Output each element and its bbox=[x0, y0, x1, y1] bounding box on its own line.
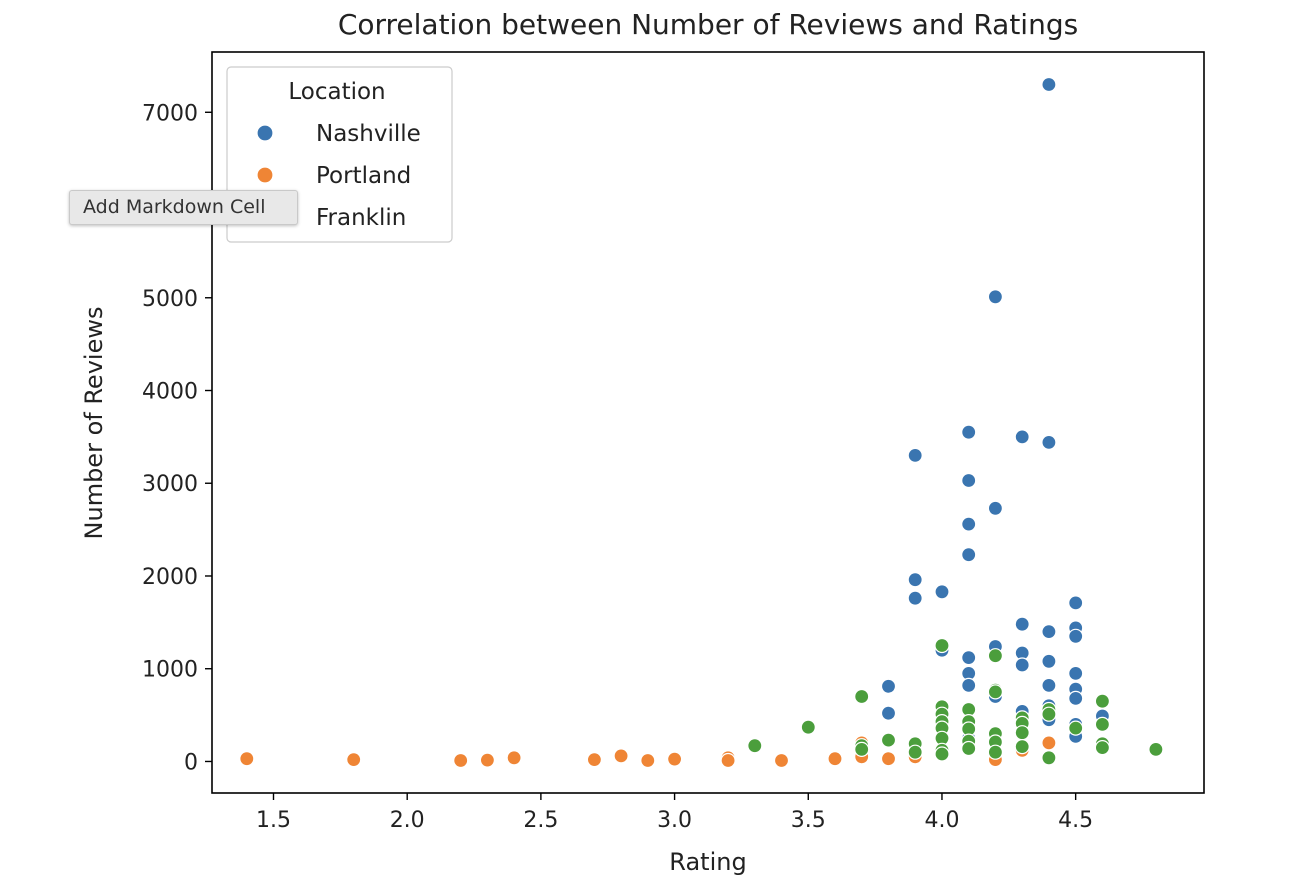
portland-point bbox=[773, 752, 790, 769]
franklin-point bbox=[1041, 750, 1057, 766]
nashville-point bbox=[1041, 677, 1057, 694]
nashville-point bbox=[907, 572, 923, 588]
y-tick-label: 2000 bbox=[142, 565, 198, 590]
data-points bbox=[239, 76, 1164, 769]
nashville-point bbox=[961, 547, 977, 563]
legend-entries: Nashville Portland Franklin bbox=[256, 121, 421, 231]
portland-point bbox=[479, 752, 495, 768]
franklin-point bbox=[1148, 741, 1164, 758]
portland-point bbox=[640, 752, 656, 769]
portland-point bbox=[613, 748, 629, 764]
franklin-point bbox=[934, 637, 950, 654]
y-tick-label: 7000 bbox=[142, 101, 198, 126]
nashville-point bbox=[934, 584, 950, 600]
nashville-point bbox=[961, 677, 977, 694]
franklin-point bbox=[987, 744, 1004, 760]
portland-point bbox=[239, 751, 255, 767]
x-tick-label: 2.0 bbox=[390, 808, 425, 833]
franklin-point bbox=[1094, 716, 1111, 733]
axes-frame bbox=[211, 51, 1205, 794]
nashville-point bbox=[1068, 628, 1084, 644]
nashville-point bbox=[880, 705, 897, 721]
portland-point bbox=[827, 751, 843, 767]
franklin-point bbox=[987, 684, 1004, 700]
y-tick-label: 0 bbox=[184, 750, 198, 775]
legend-title: Location bbox=[288, 79, 385, 105]
legend-marker bbox=[256, 124, 274, 142]
franklin-point bbox=[854, 741, 870, 758]
y-tick-label: 3000 bbox=[142, 472, 198, 497]
nashville-point bbox=[880, 678, 897, 694]
franklin-point bbox=[961, 740, 977, 757]
nashville-point bbox=[961, 472, 977, 489]
franklin-point bbox=[1041, 706, 1057, 722]
franklin-point bbox=[800, 719, 816, 735]
x-tick-label: 2.5 bbox=[523, 808, 558, 833]
y-axis-label: Number of Reviews bbox=[80, 307, 108, 540]
nashville-point bbox=[907, 590, 923, 606]
portland-point bbox=[880, 751, 897, 767]
portland-point bbox=[453, 752, 469, 769]
nashville-point bbox=[987, 500, 1004, 516]
x-axis-label: Rating bbox=[669, 848, 746, 876]
nashville-point bbox=[1068, 665, 1084, 682]
portland-point bbox=[666, 751, 683, 767]
franklin-point bbox=[1014, 725, 1030, 741]
nashville-point bbox=[961, 516, 977, 532]
x-tick-label: 4.0 bbox=[924, 808, 959, 833]
franklin-point bbox=[880, 732, 897, 748]
portland-point bbox=[586, 751, 603, 768]
nashville-point bbox=[1014, 616, 1030, 632]
portland-point bbox=[506, 750, 522, 766]
franklin-point bbox=[747, 738, 763, 754]
x-tick-label: 3.0 bbox=[657, 808, 692, 833]
x-axis: 1.5 2.0 2.5 3.0 3.5 4.0 4.5 bbox=[256, 793, 1093, 833]
nashville-point bbox=[1014, 429, 1030, 445]
x-tick-label: 4.5 bbox=[1058, 808, 1093, 833]
portland-point bbox=[346, 751, 362, 768]
add-markdown-cell-tooltip: Add Markdown Cell bbox=[69, 190, 298, 225]
nashville-point bbox=[961, 649, 977, 666]
franklin-point bbox=[1094, 693, 1111, 709]
nashville-point bbox=[1041, 434, 1057, 450]
legend-label: Franklin bbox=[316, 205, 406, 231]
franklin-point bbox=[1094, 739, 1111, 756]
nashville-point bbox=[987, 289, 1004, 305]
nashville-point bbox=[907, 447, 923, 463]
x-tick-label: 3.5 bbox=[791, 808, 826, 833]
nashville-point bbox=[1041, 623, 1057, 640]
nashville-point bbox=[1041, 76, 1057, 93]
nashville-point bbox=[1068, 595, 1084, 611]
franklin-point bbox=[987, 648, 1004, 664]
franklin-point bbox=[854, 688, 870, 705]
nashville-point bbox=[1068, 690, 1084, 707]
legend-label: Nashville bbox=[316, 121, 421, 147]
nashville-point bbox=[1041, 653, 1057, 669]
y-tick-label: 1000 bbox=[142, 658, 198, 683]
portland-point bbox=[1041, 735, 1057, 751]
franklin-point bbox=[934, 746, 950, 762]
x-tick-label: 1.5 bbox=[256, 808, 291, 833]
franklin-point bbox=[907, 744, 923, 760]
legend-marker bbox=[256, 166, 274, 184]
nashville-point bbox=[961, 424, 977, 440]
portland-point bbox=[720, 752, 736, 769]
franklin-point bbox=[1068, 720, 1084, 736]
franklin-point bbox=[1014, 738, 1030, 755]
legend-label: Portland bbox=[316, 163, 411, 189]
chart-title: Correlation between Number of Reviews an… bbox=[338, 8, 1078, 41]
nashville-point bbox=[1014, 657, 1030, 673]
y-tick-label: 4000 bbox=[142, 380, 198, 405]
y-tick-label: 5000 bbox=[142, 287, 198, 312]
